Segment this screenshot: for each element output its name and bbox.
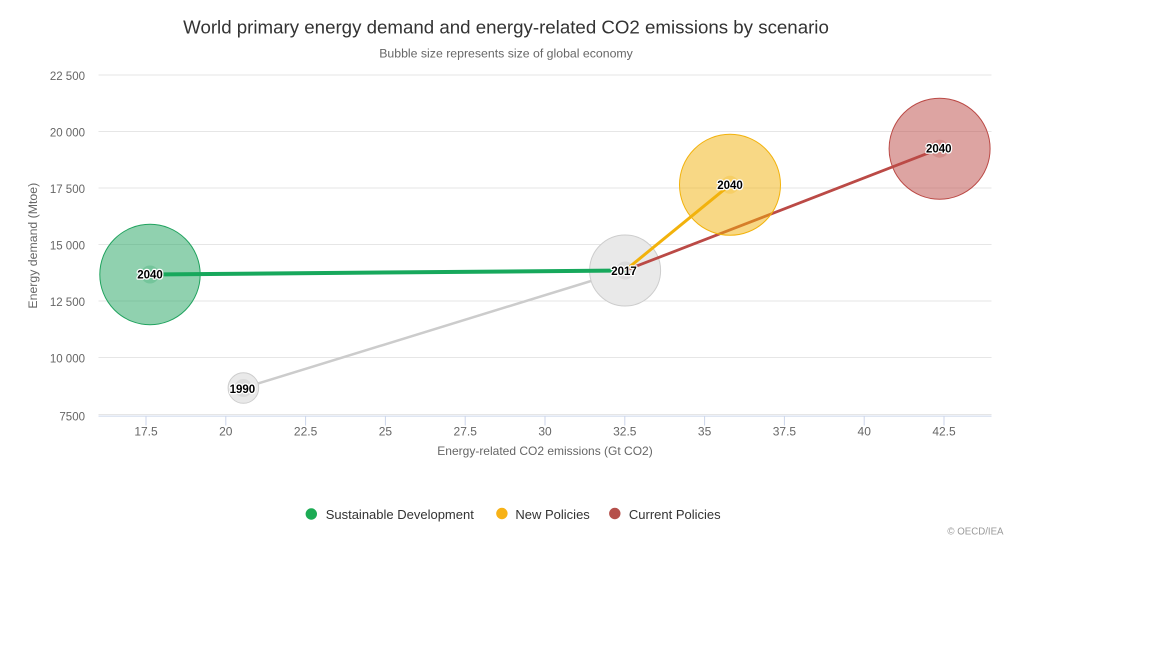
svg-text:17 500: 17 500	[50, 184, 85, 196]
svg-text:Energy-related CO2 emissions (: Energy-related CO2 emissions (Gt CO2)	[437, 444, 652, 458]
svg-text:40: 40	[858, 425, 872, 439]
svg-text:Energy demand (Mtoe): Energy demand (Mtoe)	[26, 183, 40, 309]
svg-text:27.5: 27.5	[454, 425, 478, 439]
svg-text:25: 25	[379, 425, 393, 439]
svg-text:7500: 7500	[59, 411, 85, 423]
svg-text:World primary energy demand an: World primary energy demand and energy-r…	[183, 17, 829, 38]
svg-text:20: 20	[219, 425, 233, 439]
svg-text:35: 35	[698, 425, 712, 439]
svg-text:32.5: 32.5	[613, 425, 637, 439]
svg-text:Bubble size represents size of: Bubble size represents size of global ec…	[379, 47, 633, 61]
svg-text:2040: 2040	[137, 270, 163, 282]
svg-text:© OECD/IEA: © OECD/IEA	[947, 527, 1004, 538]
svg-text:17.5: 17.5	[134, 425, 158, 439]
svg-text:42.5: 42.5	[932, 425, 956, 439]
svg-text:12 500: 12 500	[50, 297, 85, 309]
svg-text:37.5: 37.5	[773, 425, 797, 439]
svg-text:10 000: 10 000	[50, 353, 85, 365]
svg-text:Current Policies: Current Policies	[629, 507, 721, 522]
svg-text:Sustainable Development: Sustainable Development	[326, 507, 475, 522]
svg-text:15 000: 15 000	[50, 240, 85, 252]
svg-text:1990: 1990	[230, 384, 256, 396]
svg-text:2040: 2040	[926, 144, 952, 156]
svg-text:22.5: 22.5	[294, 425, 318, 439]
svg-text:22 500: 22 500	[50, 71, 85, 83]
svg-text:2017: 2017	[611, 266, 637, 278]
svg-text:20 000: 20 000	[50, 127, 85, 139]
svg-text:New Policies: New Policies	[515, 507, 590, 522]
svg-text:2040: 2040	[717, 180, 743, 192]
svg-text:30: 30	[538, 425, 552, 439]
